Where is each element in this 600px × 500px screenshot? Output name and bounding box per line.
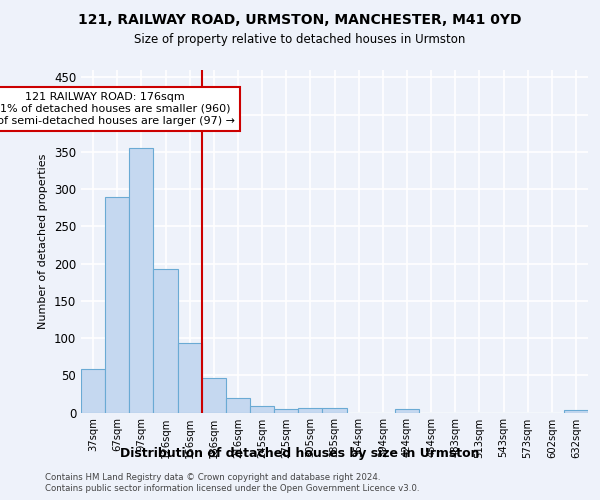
Bar: [298, 408, 322, 412]
Text: Size of property relative to detached houses in Urmston: Size of property relative to detached ho…: [134, 32, 466, 46]
Text: Contains public sector information licensed under the Open Government Licence v3: Contains public sector information licen…: [45, 484, 419, 493]
Text: 121, RAILWAY ROAD, URMSTON, MANCHESTER, M41 0YD: 121, RAILWAY ROAD, URMSTON, MANCHESTER, …: [78, 12, 522, 26]
Bar: [129, 148, 154, 412]
Bar: [226, 398, 250, 412]
Bar: [202, 378, 226, 412]
Text: Contains HM Land Registry data © Crown copyright and database right 2024.: Contains HM Land Registry data © Crown c…: [45, 472, 380, 482]
Text: 121 RAILWAY ROAD: 176sqm
← 91% of detached houses are smaller (960)
9% of semi-d: 121 RAILWAY ROAD: 176sqm ← 91% of detach…: [0, 92, 235, 126]
Text: Distribution of detached houses by size in Urmston: Distribution of detached houses by size …: [120, 448, 480, 460]
Bar: [81, 370, 105, 412]
Bar: [250, 406, 274, 412]
Bar: [274, 409, 298, 412]
Bar: [105, 196, 129, 412]
Bar: [395, 409, 419, 412]
Bar: [154, 269, 178, 412]
Bar: [564, 410, 588, 412]
Y-axis label: Number of detached properties: Number of detached properties: [38, 154, 49, 329]
Bar: [322, 408, 347, 412]
Bar: [178, 344, 202, 412]
